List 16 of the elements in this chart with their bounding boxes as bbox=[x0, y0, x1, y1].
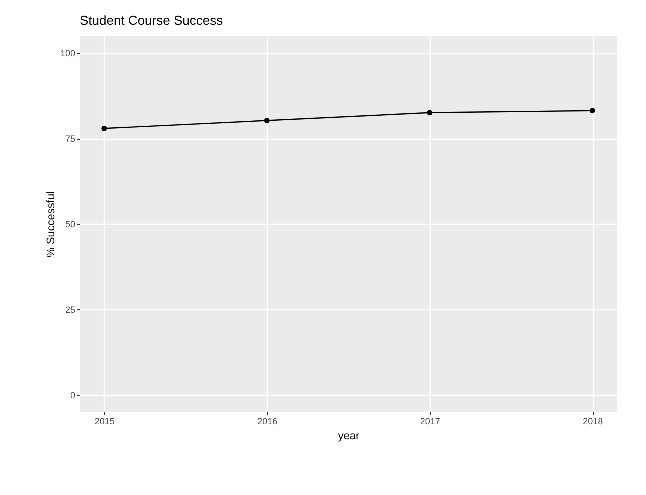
point bbox=[427, 110, 433, 116]
x-tick-label: 2016 bbox=[258, 416, 278, 426]
chart-title: Student Course Success bbox=[80, 13, 224, 28]
x-tick-label: 2015 bbox=[94, 416, 115, 426]
y-tick-label: 100 bbox=[60, 48, 76, 59]
point bbox=[590, 108, 596, 114]
x-axis-title: year bbox=[338, 430, 360, 442]
y-axis-title: % Successful bbox=[45, 191, 58, 258]
y-tick-label: 0 bbox=[70, 390, 76, 400]
point bbox=[102, 126, 108, 132]
y-tick-label: 25 bbox=[65, 304, 76, 315]
y-tick-label: 75 bbox=[65, 134, 76, 144]
point bbox=[264, 118, 270, 124]
x-tick-label: 2018 bbox=[583, 416, 604, 426]
y-tick-label: 50 bbox=[65, 220, 76, 230]
x-tick-label: 2017 bbox=[420, 416, 440, 426]
